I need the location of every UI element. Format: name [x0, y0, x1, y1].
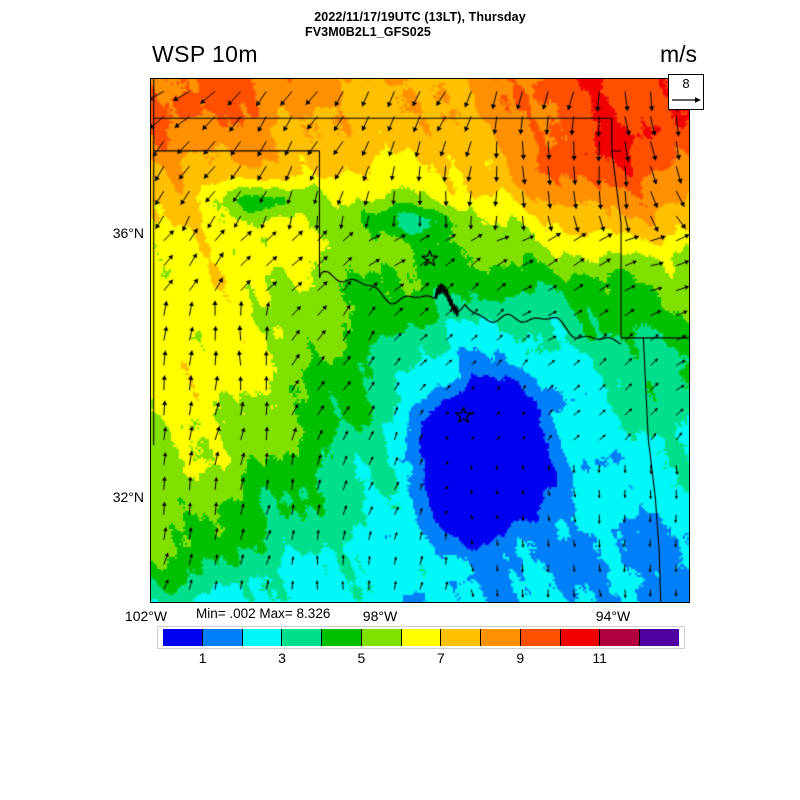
colorbar-segment — [282, 629, 323, 646]
lat-tick-36N: 36°N — [112, 225, 144, 241]
colorbar-segment — [640, 629, 679, 646]
lon-tick-98W: 98°W — [362, 608, 398, 624]
colorbar-tick-label: 9 — [516, 650, 525, 666]
minmax-stats: Min= .002 Max= 8.326 — [196, 606, 331, 621]
colorbar-tick-label: 7 — [436, 650, 445, 666]
colorbar-tick-label: 1 — [198, 650, 207, 666]
colorbar-segment — [242, 629, 283, 646]
colorbar-segment — [361, 629, 402, 646]
colorbar-segment — [520, 629, 561, 646]
colorbar-segment — [441, 629, 482, 646]
wind-speed-raster — [151, 79, 689, 602]
units-label: m/s — [659, 41, 697, 67]
colorbar-segment — [481, 629, 521, 646]
colorbar-tick-label: 5 — [357, 650, 366, 666]
colorbar-segment — [600, 629, 641, 646]
colorbar-segment — [163, 629, 203, 646]
title-primary: 2022/11/17/19UTC (13LT), Thursday — [314, 10, 526, 24]
lon-tick-94W: 94°W — [595, 608, 631, 624]
title-block: 2022/11/17/19UTC (13LT), Thursday FV3M0B… — [150, 10, 690, 40]
lon-tick-102W: 102°W — [124, 608, 168, 624]
colorbar-segment — [560, 629, 601, 646]
right-arrow-icon — [672, 97, 701, 103]
variable-label: WSP 10m — [152, 41, 258, 67]
colorbar-tick-label: 11 — [592, 650, 607, 666]
map-plot-area — [150, 78, 690, 603]
colorbar-segment — [322, 629, 362, 646]
title-secondary: FV3M0B2L1_GFS025 — [305, 25, 431, 39]
lat-tick-32N: 32°N — [112, 489, 144, 505]
colorbar — [163, 629, 679, 646]
colorbar-tick-label: 3 — [278, 650, 286, 666]
colorbar-segment — [401, 629, 442, 646]
vector-key-magnitude: 8 — [682, 76, 690, 91]
colorbar-segment — [202, 629, 243, 646]
vector-scale-key: 8 — [668, 74, 704, 110]
